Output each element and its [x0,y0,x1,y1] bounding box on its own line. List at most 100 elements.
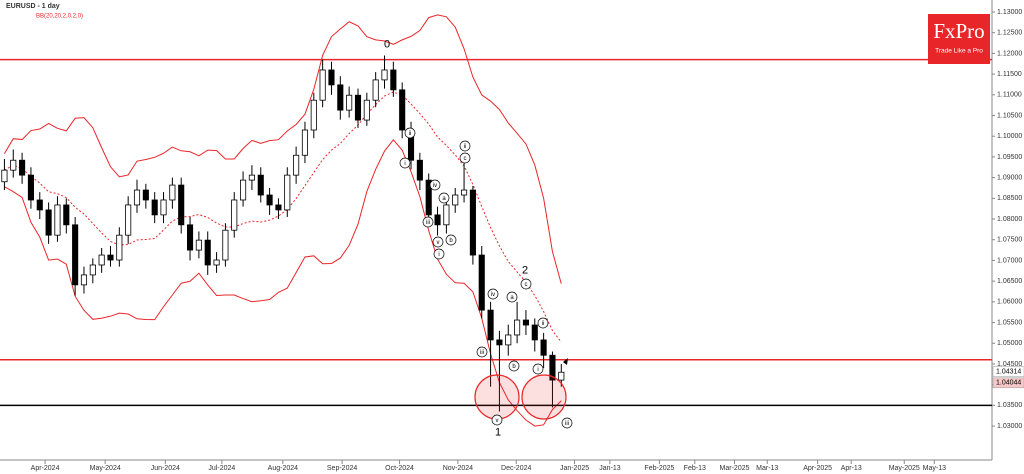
x-tick-label: Mar-13 [756,465,778,472]
x-tick-label: Apr-2025 [803,465,832,472]
y-tick-label: 1.12000 [997,50,1022,57]
wave-label: i [537,367,538,373]
candle-body [27,174,34,201]
candle-body [195,239,202,251]
wave-marker [537,317,549,329]
candle-body [45,209,52,236]
x-tick-label: May-2024 [90,465,121,472]
wave-label: iii [426,220,430,226]
candle-body [381,69,388,81]
wave-label: v [496,418,499,424]
candle-body [36,199,43,211]
price-label-bg [992,377,1024,389]
y-tick-label: 1.05500 [997,319,1022,326]
y-tick-label: 1.07000 [997,257,1022,264]
x-tick-label: May-13 [923,465,946,472]
candle-body [531,324,538,341]
y-tick-label: 1.06500 [997,278,1022,285]
x-tick-label: Apr-2024 [31,465,60,472]
y-tick-label: 1.08500 [997,195,1022,202]
y-tick-label: 1.10000 [997,133,1022,140]
wave-marker [429,179,441,191]
y-tick-label: 1.07500 [997,237,1022,244]
candle-body [10,159,17,171]
price-label: 1.04044 [996,380,1021,387]
candle-body [178,184,185,226]
indicator-label: BB(20,20,2,0,2,0) [36,14,83,20]
candle-body [549,354,556,381]
wave-marker [459,152,471,164]
bollinger-band [4,139,562,427]
candle-body [248,174,255,181]
bollinger-band [3,14,562,284]
candle-body [469,189,476,256]
y-tick-label: 1.09000 [997,174,1022,181]
wave-marker [432,236,444,248]
wave-label: i [438,252,439,258]
wave-marker [445,234,457,246]
candle-body [478,254,485,311]
candle-body [186,224,194,251]
candle-body [363,99,370,121]
candle-body [275,204,282,211]
bollinger-band [4,91,562,343]
wave-marker [561,417,573,429]
wave-label: 1 [495,426,501,438]
wave-label: a [510,295,514,301]
candle-body [496,339,503,346]
x-tick-label: Nov-2024 [443,465,473,472]
wave-label: ii [409,131,412,137]
x-tick-label: Mar-2025 [720,465,750,472]
wave-label: 2 [522,264,528,276]
x-tick-label: Dec-2024 [501,465,531,472]
wave-marker [532,363,544,375]
wave-label: iii [565,421,569,427]
x-tick-label: Feb-13 [684,465,706,472]
candle-body [19,159,26,176]
candle-body [151,199,158,216]
candle-body [337,84,344,111]
candle-body [160,199,167,216]
y-tick-label: 1.11000 [997,92,1022,99]
logo-tagline: Trade Like a Pro [935,48,983,55]
y-tick-label: 1.09500 [997,154,1022,161]
y-tick-label: 1.03500 [997,402,1022,409]
candle-body [558,371,565,381]
candle-body [54,204,61,236]
candle-body [125,204,132,236]
y-tick-label: 1.05000 [997,340,1022,347]
wave-label: c [464,156,467,162]
y-tick-label: 1.03000 [997,423,1022,430]
logo: FxPro [933,19,984,43]
wave-label: v [437,240,440,246]
candle-body [98,254,105,266]
x-tick-label: Jan-13 [599,465,621,472]
wave-label: b [449,238,453,244]
wave-label: c [525,282,528,288]
candle-body [266,194,273,206]
candle-body [72,224,79,286]
arrow [563,358,568,365]
candle-body [222,229,229,261]
candle-body [142,189,149,201]
x-tick-label: Jul-2024 [208,465,235,472]
candle-body [416,159,423,181]
candle-body [346,94,353,111]
wave-marker [404,127,416,139]
wave-marker [459,140,471,152]
candle-body [399,89,406,131]
candle-body [372,79,379,101]
y-tick-label: 1.11500 [997,71,1022,78]
candle-body [505,334,512,346]
y-tick-label: 1.08000 [997,216,1022,223]
x-tick-label: Apr-13 [841,465,862,472]
candle-body [89,264,96,276]
highlight-circle [474,374,520,420]
candle-body [310,99,317,131]
price-label: 1.04314 [996,368,1021,375]
candle-body [213,259,220,266]
candle-body [540,339,547,356]
wave-marker [476,346,488,358]
wave-marker [506,291,518,303]
